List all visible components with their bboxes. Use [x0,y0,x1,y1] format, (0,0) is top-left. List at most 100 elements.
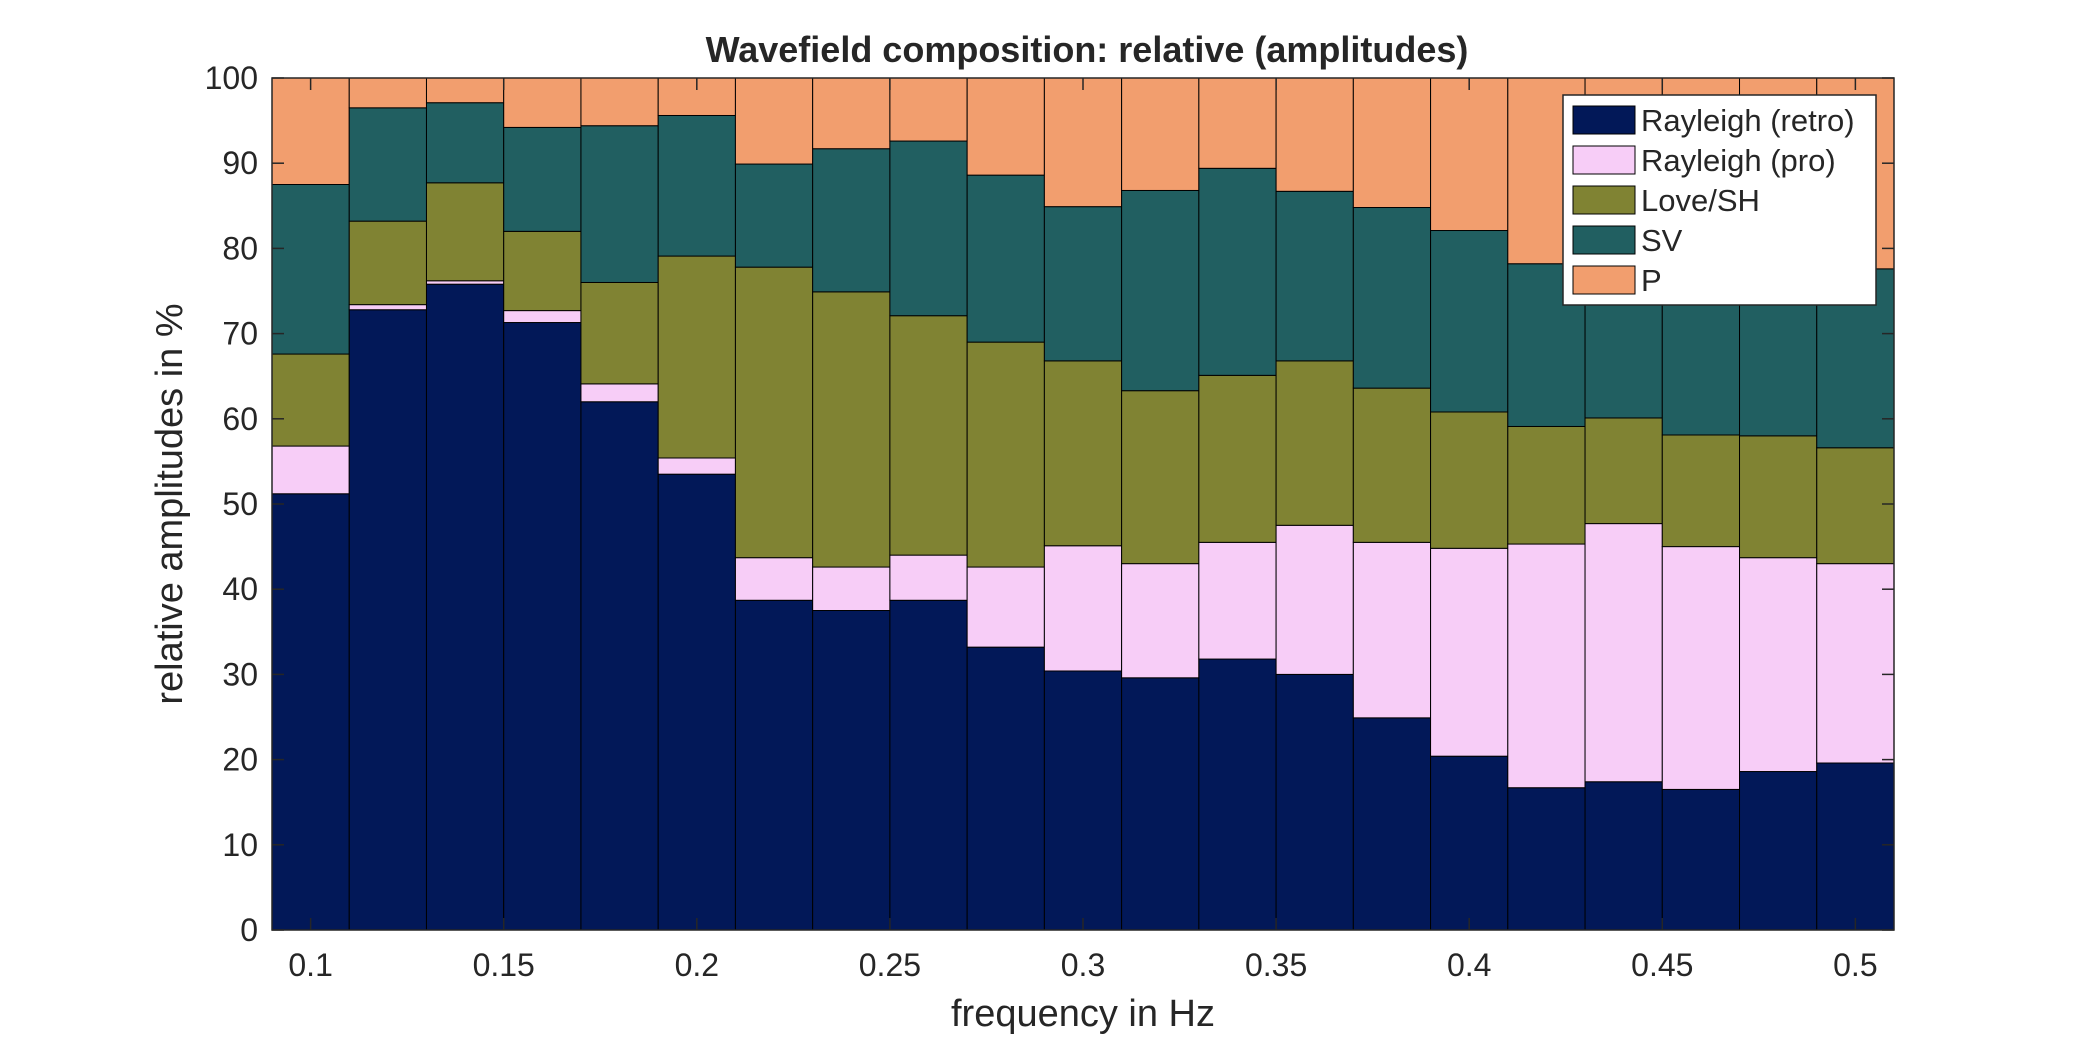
bar-segment [580,125,659,283]
bar-segment [966,174,1045,343]
x-tick-label: 0.5 [1833,947,1877,983]
x-tick-label: 0.25 [859,947,921,983]
bar-segment [1121,563,1200,679]
bar-segment [1352,541,1432,719]
bar-segment [580,281,659,385]
bar-segment [1816,447,1895,565]
x-tick-label: 0.45 [1631,947,1693,983]
y-tick-label: 50 [222,486,258,522]
bar-segment [1507,787,1586,931]
bar-segment [348,107,427,222]
legend-label: Rayleigh (pro) [1641,143,1836,178]
bar-stacks [271,77,1895,931]
bar-segment [1198,658,1277,931]
bar-segment [1430,230,1509,413]
bar-segment [657,473,736,931]
bar-segment [734,77,814,165]
bar-segment [1275,673,1354,931]
x-tick-label: 0.3 [1061,947,1105,983]
x-tick-label: 0.4 [1447,947,1491,983]
bar-segment [734,266,814,559]
bar-segment [1430,77,1509,232]
bar-segment [1816,563,1895,764]
legend-swatch [1572,185,1636,215]
x-tick-label: 0.1 [288,947,332,983]
legend-swatch [1572,105,1636,135]
bar-segment [966,566,1045,648]
bar-segment [580,383,659,403]
bar-segment [1430,547,1509,757]
bar-segment [1198,541,1277,660]
bar-segment [1584,781,1663,931]
bar-segment [1816,762,1895,931]
bar-segment [580,401,659,931]
bar-segment [348,77,427,109]
bar-segment [734,599,814,931]
bar-segment [503,322,582,931]
bar-segment [271,445,350,495]
legend-label: Rayleigh (retro) [1641,103,1855,138]
bar-segment [425,77,505,104]
bar-segment [348,309,427,931]
bar-segment [1043,206,1123,362]
bar-segment [734,557,814,601]
bar-segment [812,148,891,293]
y-tick-label: 0 [240,912,258,948]
bar-segment [1352,387,1432,543]
bar-segment [1739,557,1818,773]
x-axis-label: frequency in Hz [951,993,1215,1035]
bar-segment [1507,425,1586,545]
bar-segment [966,341,1045,568]
bar-segment [1584,523,1663,783]
bar-segment [503,230,582,312]
bar-segment [812,77,891,150]
bar-segment [657,457,736,475]
bar-segment [1198,167,1277,376]
bar-segment [271,184,350,355]
bar-segment [1661,546,1741,790]
bar-segment [271,77,350,185]
bar-segment [1507,543,1586,789]
legend-label: Love/SH [1641,183,1760,218]
y-tick-label: 60 [222,401,258,437]
bar-segment [966,77,1045,176]
bar-segment [889,554,968,601]
bar-segment [271,493,350,931]
bar-segment [1121,189,1200,392]
bar-segment [1739,435,1818,559]
y-axis-label: relative amplitudes in % [149,303,191,704]
bar-segment [425,283,505,931]
y-tick-label: 80 [222,230,258,266]
bar-segment [966,646,1045,931]
bar-segment [734,163,814,268]
bar-segment [1352,77,1432,209]
bar-segment [1661,434,1741,548]
legend: Rayleigh (retro) Rayleigh (pro) Love/SH SV P [1562,94,1877,306]
bar-segment [1584,417,1663,525]
bar-segment [580,77,659,127]
legend-label: SV [1641,223,1683,258]
legend-swatch [1572,145,1636,175]
bar-segment [889,140,968,317]
y-tick-label: 40 [222,571,258,607]
bar-segment [1121,77,1200,191]
bar-segment [1352,717,1432,931]
bar-segment [1275,77,1354,192]
bar-segment [503,77,582,128]
chart-title: Wavefield composition: relative (amplitu… [706,29,1469,70]
x-tick-label: 0.2 [675,947,719,983]
bar-segment [1275,190,1354,362]
legend-label: P [1641,263,1662,298]
y-tick-label: 100 [205,60,258,96]
bar-segment [889,315,968,556]
bar-segment [425,102,505,184]
bar-segment [1275,360,1354,526]
bar-segment [1430,411,1509,549]
x-tick-label: 0.15 [473,947,535,983]
bar-segment [425,280,505,285]
bar-segment [657,114,736,257]
legend-swatch [1572,265,1636,295]
y-tick-label: 10 [222,827,258,863]
bar-segment [1043,77,1123,208]
